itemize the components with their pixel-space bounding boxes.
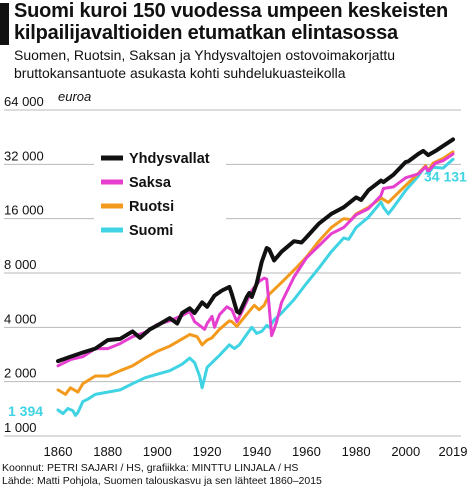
line-chart: 1 000 2 000 4 000 8 000 16 000 32 000 64 000 e… [4,89,468,459]
y-tick-label: 16 000 [4,203,44,218]
legend-label-saksa: Saksa [129,175,172,191]
legend: Yhdysvallat Saksa Ruotsi Suomi [94,142,226,252]
y-axis-ticks: 1 000 2 000 4 000 8 000 16 000 32 000 64 000 [4,94,44,435]
credits: Koonnut: PETRI SAJARI / HS, grafiikka: M… [2,462,468,488]
series-line-yhdysvallat [56,137,455,364]
title-accent-bar [0,3,9,45]
annotation-start-value: 1 394 [8,403,43,419]
annotation-end-value: 34 131 [424,168,467,184]
series-line-suomi [56,157,455,417]
series-line-ruotsi [56,150,455,396]
x-tick-label: 1960 [292,444,321,459]
series-lines [56,137,455,417]
credits-author: Koonnut: PETRI SAJARI / HS, grafiikka: M… [2,462,299,474]
x-tick-label: 2000 [391,444,420,459]
y-tick-label: 64 000 [4,94,44,109]
x-tick-label: 1880 [93,444,122,459]
y-axis-unit-label: euroa [58,89,91,104]
x-axis-ticks: 1860 1880 1900 1920 1940 1960 1980 2000 2019 [44,444,468,459]
legend-label-ruotsi: Ruotsi [129,199,174,215]
x-tick-label: 1980 [342,444,371,459]
legend-label-suomi: Suomi [129,223,173,239]
annotations: 1 394 34 131 [8,168,467,419]
x-tick-label: 1860 [44,444,73,459]
credits-source: Lähde: Matti Pohjola, Suomen talouskasvu… [2,475,322,487]
chart-title: Suomi kuroi 150 vuodessa umpeen keskeist… [14,0,449,44]
y-tick-label: 8 000 [4,257,37,272]
y-tick-label: 2 000 [4,366,37,381]
y-tick-label: 1 000 [4,420,37,435]
legend-label-yhdysvallat: Yhdysvallat [129,151,210,167]
grid-lines [4,109,461,437]
x-tick-label: 1920 [193,444,222,459]
chart-subtitle: Suomen, Ruotsin, Saksan ja Yhdysvaltojen… [14,47,396,81]
y-tick-label: 4 000 [4,311,37,326]
x-tick-label: 1900 [143,444,172,459]
x-tick-label: 1940 [242,444,271,459]
y-tick-label: 32 000 [4,148,44,163]
x-tick-label: 2019 [439,444,468,459]
